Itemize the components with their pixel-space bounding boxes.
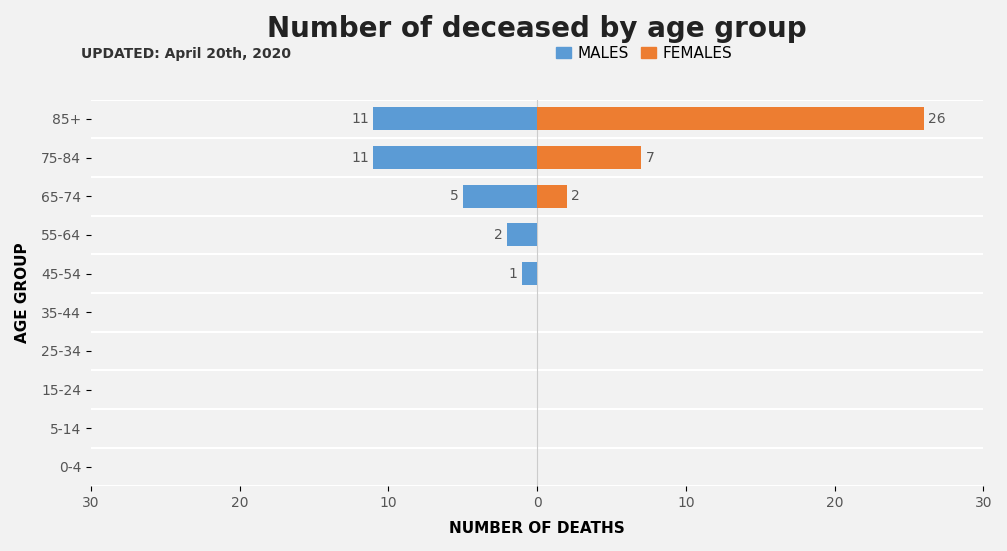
Title: Number of deceased by age group: Number of deceased by age group	[267, 15, 807, 43]
Text: 11: 11	[351, 150, 369, 165]
Text: 26: 26	[928, 112, 946, 126]
Text: 1: 1	[509, 267, 518, 280]
Text: 11: 11	[351, 112, 369, 126]
Text: 2: 2	[571, 189, 580, 203]
Text: 7: 7	[645, 150, 655, 165]
Bar	[374, 146, 537, 169]
Legend: MALES, FEMALES: MALES, FEMALES	[550, 40, 738, 67]
Bar	[374, 107, 537, 131]
Text: 2: 2	[494, 228, 502, 242]
Bar	[537, 107, 923, 131]
Bar	[523, 262, 537, 285]
Text: UPDATED: April 20th, 2020: UPDATED: April 20th, 2020	[81, 47, 291, 61]
Bar	[508, 223, 537, 246]
Y-axis label: AGE GROUP: AGE GROUP	[15, 242, 30, 343]
Bar	[462, 185, 537, 208]
X-axis label: NUMBER OF DEATHS: NUMBER OF DEATHS	[449, 521, 625, 536]
Text: 5: 5	[449, 189, 458, 203]
Bar	[537, 185, 567, 208]
Bar	[537, 146, 641, 169]
